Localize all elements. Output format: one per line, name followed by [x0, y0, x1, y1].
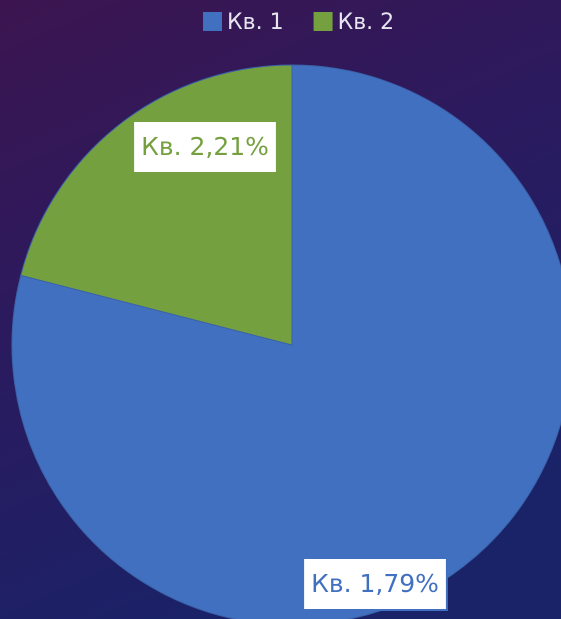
legend-swatch	[313, 12, 333, 31]
data-label-box	[132, 120, 278, 174]
legend-label: Кв. 2	[338, 10, 395, 35]
data-label: Кв. 2,21%	[141, 132, 269, 161]
data-label-box	[302, 557, 448, 611]
legend-swatch	[203, 12, 222, 31]
legend-label: Кв. 1	[227, 10, 284, 35]
data-label: Кв. 1,79%	[311, 569, 439, 598]
pie-slice	[11, 64, 561, 619]
